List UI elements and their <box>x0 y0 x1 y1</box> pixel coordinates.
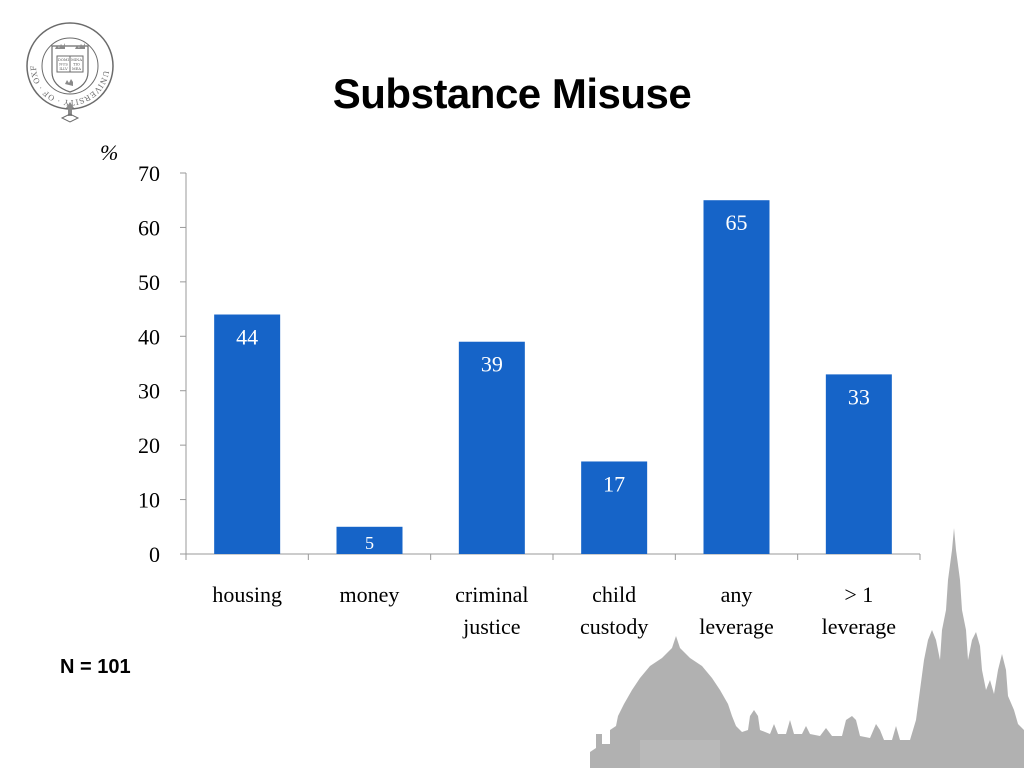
x-tick-label: leverage <box>822 614 897 639</box>
bar-value-label: 65 <box>726 210 748 235</box>
bar-value-label: 33 <box>848 384 870 409</box>
bar-value-label: 5 <box>365 533 374 553</box>
book-text-6: MEA <box>72 67 81 71</box>
bar-value-label: 39 <box>481 352 503 377</box>
x-tick-label: criminal <box>455 582 528 607</box>
x-tick-label: leverage <box>699 614 774 639</box>
x-tick-label: custody <box>580 614 648 639</box>
x-tick-label: any <box>721 582 753 607</box>
bar <box>458 341 525 554</box>
y-tick-label: 50 <box>138 270 160 295</box>
y-tick-label: 0 <box>149 542 160 567</box>
bar <box>214 314 281 554</box>
book-text-1: DOMI <box>58 58 70 62</box>
bar <box>703 200 770 554</box>
book-text-4: MINA <box>71 58 82 62</box>
bar-value-label: 17 <box>603 471 625 496</box>
y-tick-label: 10 <box>138 488 160 513</box>
x-tick-label: child <box>592 582 636 607</box>
y-tick-label: 70 <box>138 161 160 186</box>
y-axis-label: % <box>100 140 118 165</box>
x-tick-label: housing <box>212 582 282 607</box>
bar-value-label: 44 <box>236 325 258 350</box>
skyline-image <box>590 528 1024 768</box>
x-tick-label: > 1 <box>844 582 873 607</box>
bar <box>581 461 648 554</box>
x-tick-label: money <box>340 582 400 607</box>
bar <box>825 374 892 554</box>
x-tick-label: justice <box>462 614 520 639</box>
book-text-2: NUS <box>59 63 68 67</box>
book-text-5: TIO <box>73 63 80 67</box>
sample-size-note: N = 101 <box>60 656 131 678</box>
slide-title: Substance Misuse <box>332 70 692 117</box>
y-tick-label: 60 <box>138 215 160 240</box>
y-tick-label: 30 <box>138 379 160 404</box>
y-tick-label: 40 <box>138 324 160 349</box>
book-text-3: ILLV <box>59 67 68 71</box>
y-tick-label: 20 <box>138 433 160 458</box>
bar <box>336 526 403 554</box>
university-crest-icon: UNIVERSITY · OF · OXFORD DOMI NUS ILLV M… <box>22 22 114 123</box>
